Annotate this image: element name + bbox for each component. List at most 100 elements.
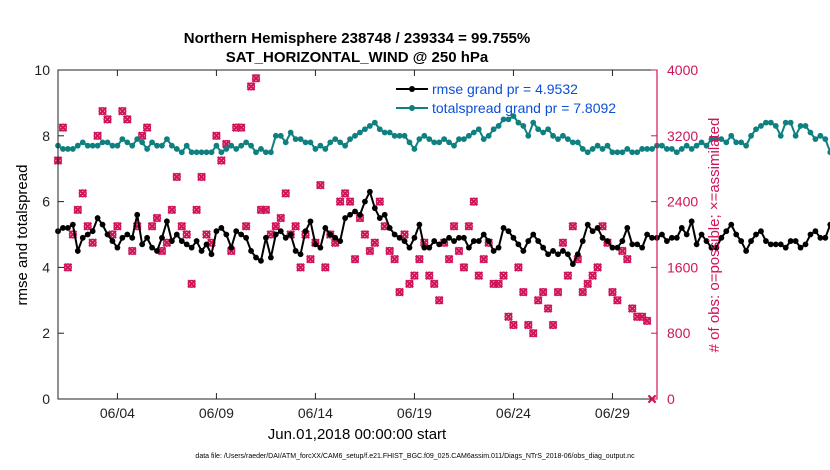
series-point (173, 231, 180, 238)
obs-assimilated-marker (479, 254, 489, 264)
series-point (763, 238, 769, 244)
series-point (564, 136, 571, 142)
series-point (505, 228, 512, 235)
series-point (188, 149, 195, 156)
obs-assimilated-marker (216, 156, 226, 165)
series-point (698, 231, 705, 238)
obs-possible-marker (514, 263, 523, 272)
obs-assimilated-marker (83, 221, 93, 231)
obs-possible-marker (449, 222, 459, 231)
series-point (129, 234, 136, 241)
obs-assimilated-marker (98, 106, 107, 116)
obs-possible-marker (276, 213, 285, 223)
series-point (347, 211, 353, 218)
series-point (733, 231, 740, 238)
obs-possible-marker (326, 230, 335, 239)
series-point (124, 231, 131, 238)
series-point (599, 234, 606, 241)
series-point (74, 142, 81, 149)
series-point (99, 221, 106, 228)
y-left-tick-label: 6 (42, 194, 50, 210)
x-tick-label: 06/09 (199, 405, 234, 421)
obs-assimilated-marker (642, 316, 652, 326)
series-point (381, 211, 388, 218)
series-point (173, 146, 180, 152)
series-point (639, 146, 646, 152)
obs-assimilated-marker (543, 304, 553, 313)
series-point (109, 142, 116, 149)
legend: rmse grand pr = 4.9532 totalspread grand … (396, 81, 616, 116)
obs-assimilated-marker (464, 221, 474, 231)
series-point (302, 228, 309, 235)
obs-assimilated-marker (523, 320, 533, 330)
obs-assimilated-marker (538, 287, 548, 297)
series-point (149, 139, 155, 146)
series-point (243, 139, 250, 146)
plot-background (58, 70, 657, 399)
series-point (777, 132, 784, 139)
obs-possible-marker (578, 287, 587, 297)
series-point (540, 244, 547, 251)
series-point (772, 241, 779, 248)
obs-possible-marker (504, 312, 513, 321)
obs-assimilated-marker (558, 238, 568, 248)
series-point (441, 238, 448, 244)
obs-possible-marker (539, 287, 548, 297)
obs-possible-marker (593, 263, 602, 272)
series-point (421, 244, 428, 251)
obs-assimilated-marker (444, 254, 454, 264)
obs-assimilated-marker (449, 221, 459, 231)
series-point (713, 136, 720, 142)
series-point (767, 119, 774, 126)
series-point (827, 149, 830, 156)
series-point (154, 248, 160, 254)
series-point (490, 248, 497, 254)
obs-assimilated-marker (340, 188, 350, 198)
series-point (129, 142, 136, 149)
obs-assimilated-marker (345, 197, 355, 206)
series-point (802, 123, 809, 129)
obs-possible-marker (524, 320, 533, 330)
series-point (579, 238, 586, 244)
series-point (357, 129, 363, 136)
series-point (569, 261, 576, 268)
series-point (817, 234, 824, 241)
obs-possible-marker (93, 131, 102, 140)
series-point (753, 126, 759, 133)
obs-assimilated-marker (424, 271, 434, 281)
series-point (109, 238, 116, 244)
series-point (470, 238, 477, 244)
series-point (668, 234, 675, 241)
obs-possible-marker (548, 320, 558, 330)
obs-possible-marker (474, 271, 483, 280)
x-axis-label: Jun.01,2018 00:00:00 start (268, 426, 447, 443)
series-point (520, 123, 527, 129)
series-point (748, 238, 754, 244)
series-point (258, 146, 264, 152)
obs-possible-marker (494, 279, 503, 288)
obs-assimilated-marker (370, 238, 380, 248)
series-point (609, 149, 616, 156)
obs-possible-marker (390, 255, 399, 264)
series-point (540, 129, 547, 136)
obs-possible-marker (469, 197, 478, 206)
series-point (703, 238, 710, 244)
series-point (782, 119, 789, 126)
obs-possible-marker (88, 238, 97, 247)
series-point (79, 139, 86, 146)
series-point (748, 132, 754, 139)
obs-assimilated-marker (548, 320, 558, 330)
obs-assimilated-marker (608, 287, 617, 297)
series-point (421, 132, 428, 139)
y-right-tick-label: 0 (667, 391, 675, 407)
series-point (223, 146, 230, 152)
obs-assimilated-marker (410, 271, 419, 281)
series-point (698, 139, 705, 146)
obs-possible-marker (68, 230, 77, 239)
series-point (213, 142, 220, 149)
series-point (787, 119, 794, 126)
obs-possible-marker (375, 197, 384, 206)
series-point (253, 149, 259, 156)
series-point (475, 126, 482, 133)
series-point (659, 142, 665, 149)
